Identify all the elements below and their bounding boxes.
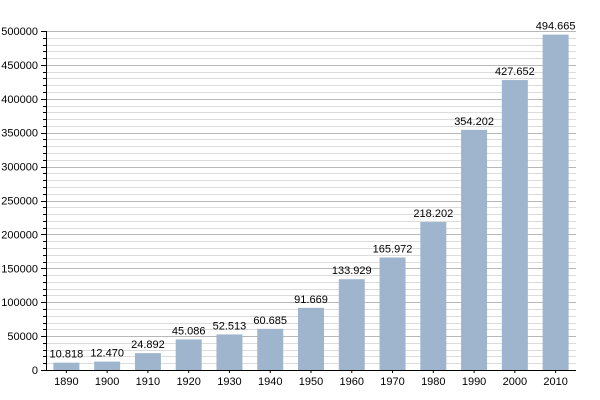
data-label-1950: 91.669 (294, 294, 328, 306)
data-label-1940: 60.685 (253, 315, 287, 327)
bar-1920 (175, 339, 202, 370)
bar-1930 (216, 334, 243, 370)
data-label-1910: 24.892 (131, 339, 165, 351)
x-tick-label-1890: 1890 (54, 376, 78, 388)
y-tick-label-250000: 250000 (1, 196, 38, 208)
x-tick-label-1980: 1980 (421, 376, 445, 388)
x-tick-label-1940: 1940 (258, 376, 282, 388)
y-tick-label-450000: 450000 (1, 60, 38, 72)
data-label-1980: 218.202 (413, 208, 453, 220)
data-label-1930: 52.513 (213, 320, 247, 332)
gridlines (46, 31, 576, 364)
data-labels: 10.818 12.470 24.892 45.086 52.513 60.685 91.6… (50, 21, 576, 361)
bar-1910 (134, 353, 161, 370)
y-tick-label-350000: 350000 (1, 128, 38, 140)
data-label-1990: 354.202 (454, 116, 494, 128)
x-tick-label-1950: 1950 (299, 376, 323, 388)
bar-1950 (298, 307, 324, 370)
bars (53, 34, 569, 371)
bar-1980 (420, 222, 447, 370)
x-tick-labels: 1890 1900 1910 1920 1930 1940 1950 1960 1970 1980… (54, 376, 568, 388)
data-label-2010: 494.665 (536, 21, 576, 33)
y-tick-label-300000: 300000 (1, 162, 38, 174)
data-label-1960: 133.929 (332, 265, 372, 277)
y-tick-labels: 0 50000 100000 150000 200000 250000 300000 3500… (1, 26, 38, 377)
bar-1890 (53, 362, 80, 370)
y-tick-label-100000: 100000 (1, 297, 38, 309)
x-tick-label-1910: 1910 (136, 376, 160, 388)
y-tick-label-150000: 150000 (1, 263, 38, 275)
bar-1900 (94, 361, 121, 370)
x-tick-label-1920: 1920 (176, 376, 200, 388)
bar-2010 (542, 34, 569, 371)
data-label-1890: 10.818 (50, 349, 84, 361)
x-tick-label-1900: 1900 (95, 376, 119, 388)
y-tick-label-500000: 500000 (1, 26, 38, 38)
x-tick-label-1930: 1930 (217, 376, 241, 388)
bar-1940 (257, 328, 284, 370)
x-tick-label-1960: 1960 (340, 376, 364, 388)
data-label-1970: 165.972 (373, 243, 413, 255)
axes (41, 31, 576, 373)
x-tick-label-2010: 2010 (543, 376, 567, 388)
bar-1960 (338, 279, 365, 370)
data-label-1900: 12.470 (90, 348, 124, 360)
y-tick-label-0: 0 (32, 365, 38, 377)
data-label-2000: 427.652 (495, 66, 535, 78)
y-tick-label-50000: 50000 (7, 331, 38, 343)
y-tick-label-200000: 200000 (1, 229, 38, 241)
x-tick-label-1970: 1970 (380, 376, 404, 388)
bar-2000 (501, 80, 528, 371)
y-tick-label-400000: 400000 (1, 94, 38, 106)
x-tick-label-1990: 1990 (462, 376, 486, 388)
data-label-1920: 45.086 (172, 325, 206, 337)
x-tick-label-2000: 2000 (503, 376, 527, 388)
bar-1970 (379, 257, 406, 370)
bar-1990 (461, 129, 488, 370)
